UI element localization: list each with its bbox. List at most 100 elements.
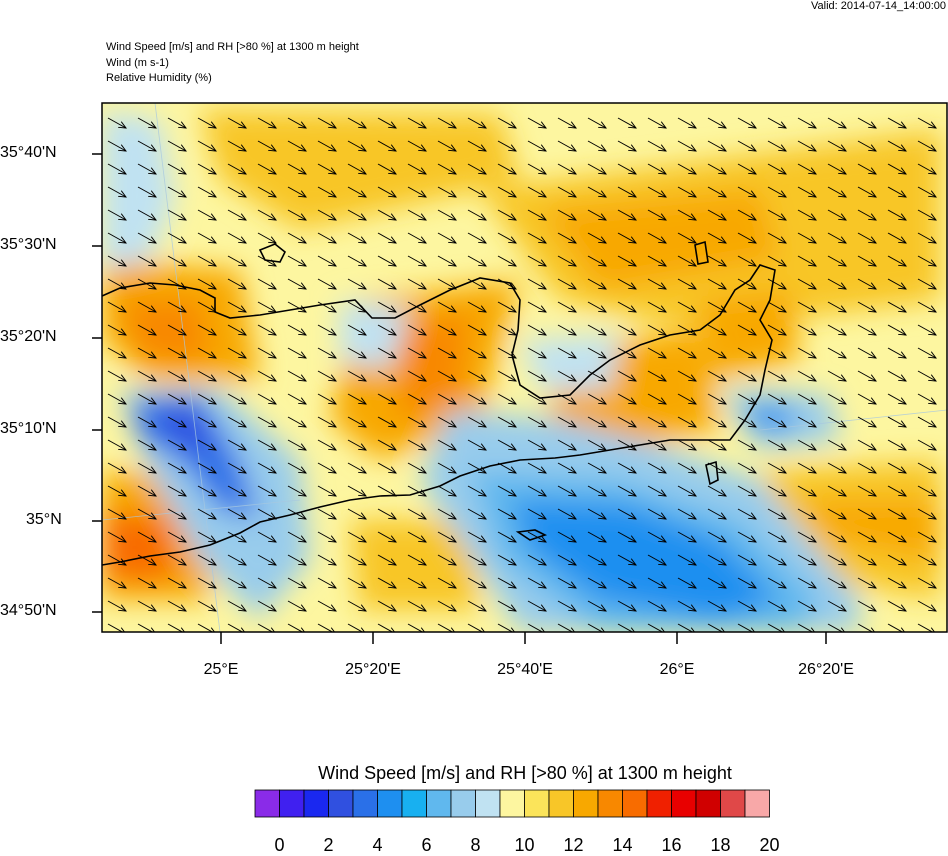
- wind-arrow: [107, 163, 126, 174]
- wind-arrow: [557, 508, 576, 519]
- lat-label-34-50: 34°50'N: [0, 602, 57, 619]
- wind-arrow: [617, 347, 636, 358]
- wind-arrow: [917, 347, 936, 358]
- wind-arrow: [227, 554, 246, 565]
- wind-arrow: [917, 117, 936, 128]
- wind-arrow: [797, 416, 816, 427]
- wind-arrow: [197, 232, 216, 243]
- wind-arrow: [197, 508, 216, 519]
- wind-arrow: [917, 623, 936, 632]
- wind-arrow: [707, 347, 726, 358]
- wind-arrow: [497, 278, 516, 289]
- wind-arrow: [497, 531, 516, 542]
- wind-arrow: [797, 301, 816, 312]
- wind-arrow: [707, 531, 726, 542]
- wind-arrow: [167, 531, 186, 542]
- colorbar-swatch: [524, 789, 550, 818]
- wind-arrow: [137, 347, 156, 358]
- wind-arrow: [197, 301, 216, 312]
- wind-arrow: [677, 508, 696, 519]
- wind-arrow: [587, 301, 606, 312]
- wind-arrow: [737, 278, 756, 289]
- wind-arrow: [677, 531, 696, 542]
- wind-arrow: [197, 531, 216, 542]
- wind-arrow: [317, 531, 336, 542]
- wind-vectors: [107, 117, 936, 632]
- wind-arrow: [467, 393, 486, 404]
- wind-arrow: [587, 209, 606, 220]
- wind-arrow: [827, 416, 846, 427]
- wind-arrow: [347, 163, 366, 174]
- wind-arrow: [557, 416, 576, 427]
- wind-arrow: [347, 324, 366, 335]
- wind-arrow: [287, 439, 306, 450]
- wind-arrow: [167, 324, 186, 335]
- wind-arrow: [737, 163, 756, 174]
- wind-arrow: [557, 439, 576, 450]
- lon-label-26: 26°E: [659, 661, 695, 678]
- wind-arrow: [677, 462, 696, 473]
- wind-arrow: [317, 393, 336, 404]
- wind-arrow: [677, 416, 696, 427]
- wind-arrow: [647, 163, 666, 174]
- wind-arrow: [617, 623, 636, 632]
- wind-arrow: [587, 485, 606, 496]
- wind-arrow: [887, 623, 906, 632]
- wind-arrow: [467, 370, 486, 381]
- wind-arrow: [527, 370, 546, 381]
- wind-arrow: [437, 600, 456, 611]
- wind-arrow: [917, 508, 936, 519]
- wind-arrow: [827, 324, 846, 335]
- colorbar-swatch: [352, 789, 378, 818]
- wind-arrow: [497, 163, 516, 174]
- wind-arrow: [617, 600, 636, 611]
- wind-arrow: [497, 393, 516, 404]
- wind-arrow: [887, 393, 906, 404]
- axis-ticks: [92, 153, 827, 644]
- wind-arrow: [887, 117, 906, 128]
- wind-arrow: [917, 600, 936, 611]
- wind-arrow: [227, 462, 246, 473]
- wind-arrow: [827, 600, 846, 611]
- wind-arrow: [887, 508, 906, 519]
- wind-arrow: [377, 600, 396, 611]
- wind-arrow: [407, 600, 426, 611]
- wind-arrow: [347, 600, 366, 611]
- wind-arrow: [797, 278, 816, 289]
- wind-arrow: [227, 577, 246, 588]
- wind-arrow: [437, 485, 456, 496]
- wind-arrow: [377, 163, 396, 174]
- wind-arrow: [767, 186, 786, 197]
- wind-arrow: [257, 577, 276, 588]
- colorbar: [254, 789, 770, 818]
- wind-arrow: [887, 140, 906, 151]
- wind-arrow: [227, 416, 246, 427]
- wind-arrow: [437, 347, 456, 358]
- wind-arrow: [737, 324, 756, 335]
- wind-arrow: [797, 370, 816, 381]
- wind-arrow: [647, 232, 666, 243]
- lat-label-35-30: 35°30'N: [0, 236, 57, 253]
- wind-arrow: [557, 324, 576, 335]
- wind-arrow: [767, 163, 786, 174]
- lon-label-25-40: 25°40'E: [497, 661, 553, 678]
- wind-arrow: [407, 209, 426, 220]
- wind-arrow: [197, 439, 216, 450]
- wind-arrow: [227, 301, 246, 312]
- wind-arrow: [917, 232, 936, 243]
- wind-arrow: [617, 232, 636, 243]
- wind-arrow: [797, 577, 816, 588]
- wind-arrow: [917, 485, 936, 496]
- wind-arrow: [737, 485, 756, 496]
- wind-arrow: [197, 577, 216, 588]
- wind-arrow: [317, 209, 336, 220]
- wind-arrow: [137, 209, 156, 220]
- wind-arrow: [227, 186, 246, 197]
- wind-arrow: [767, 117, 786, 128]
- wind-arrow: [797, 623, 816, 632]
- wind-arrow: [137, 554, 156, 565]
- wind-arrow: [167, 485, 186, 496]
- wind-arrow: [557, 255, 576, 266]
- wind-arrow: [617, 554, 636, 565]
- wind-arrow: [317, 140, 336, 151]
